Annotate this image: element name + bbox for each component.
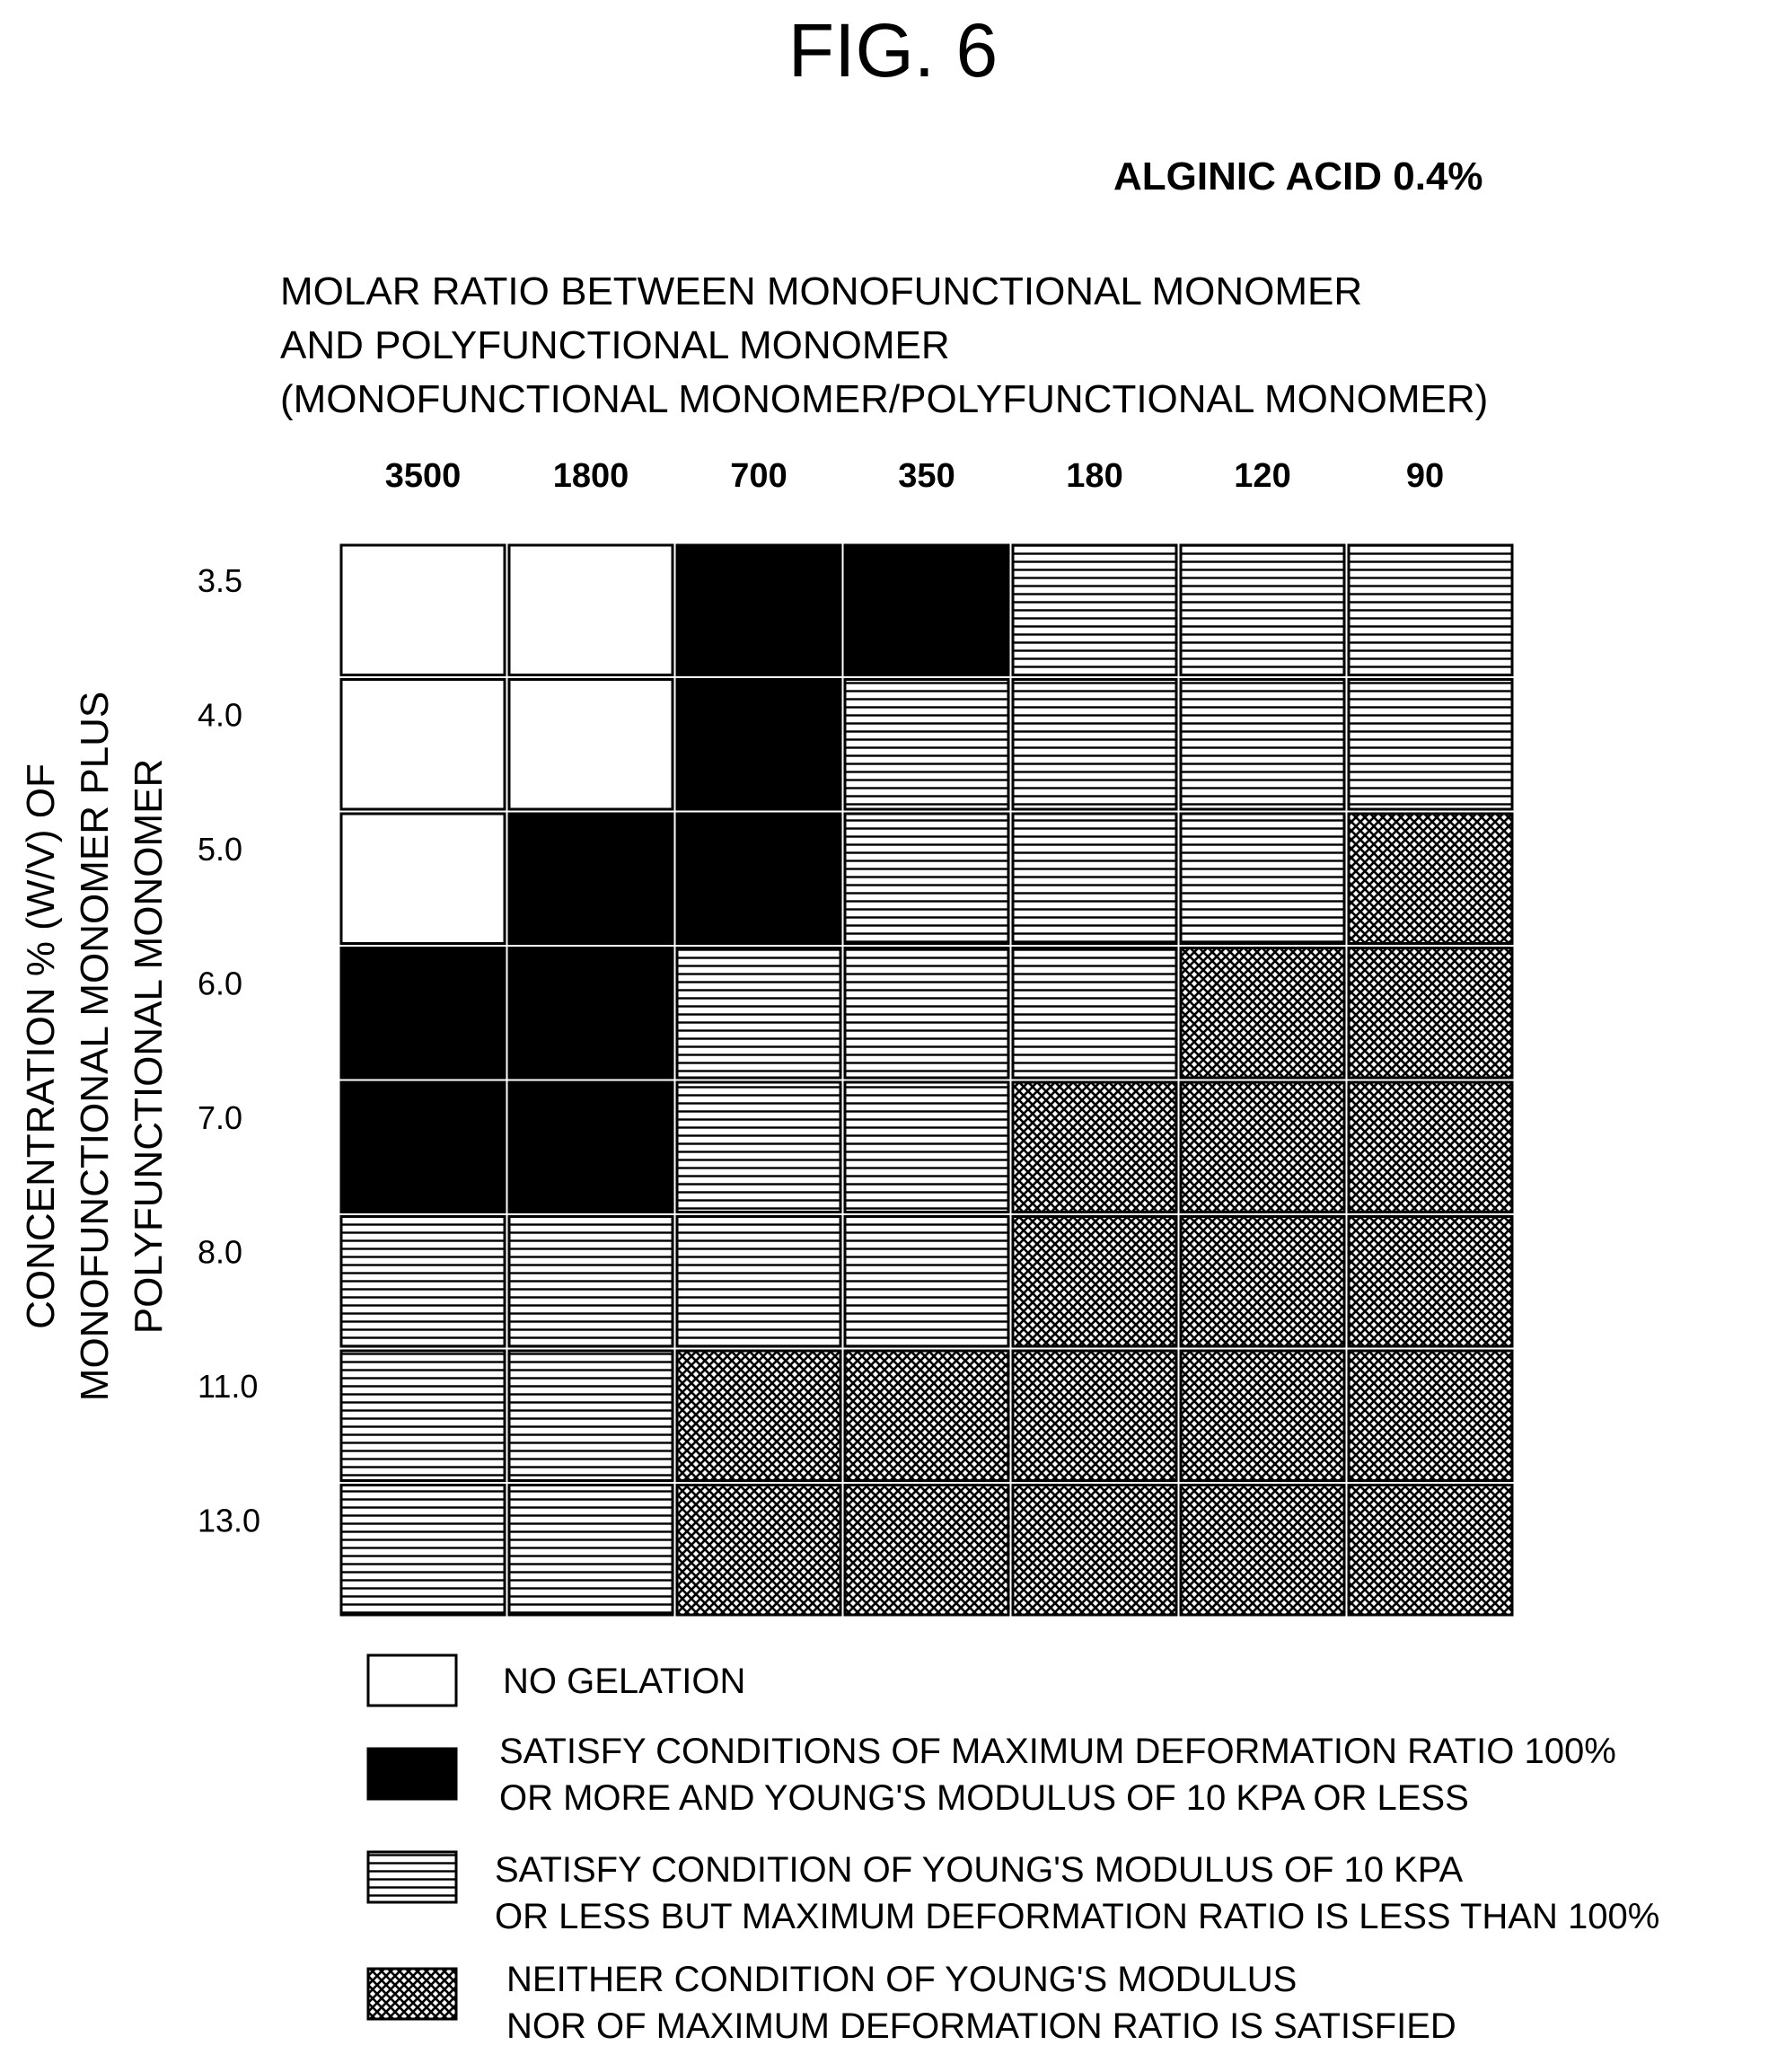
heatmap-cell-7.0-90 xyxy=(1347,1080,1514,1213)
heatmap-cell-6.0-120 xyxy=(1179,947,1346,1080)
heatmap-cell-11.0-180 xyxy=(1011,1349,1178,1482)
legend-text-line: SATISFY CONDITION OF YOUNG'S MODULUS OF … xyxy=(495,1850,1464,1890)
heatmap-cell-4.0-350 xyxy=(843,678,1010,811)
heatmap-cell-13.0-350 xyxy=(843,1484,1010,1617)
heatmap-cell-5.0-1800 xyxy=(507,812,674,945)
x-tick-label: 120 xyxy=(1234,457,1290,495)
heatmap-cell-5.0-180 xyxy=(1011,812,1178,945)
y-tick-label: 8.0 xyxy=(198,1234,242,1271)
heatmap-cell-7.0-350 xyxy=(843,1080,1010,1213)
heatmap-cell-7.0-1800 xyxy=(507,1080,674,1213)
heatmap-cell-8.0-3500 xyxy=(339,1215,506,1348)
heatmap-cell-5.0-120 xyxy=(1179,812,1346,945)
chart-subtitle: ALGINIC ACID 0.4% xyxy=(1113,154,1483,198)
heatmap-cell-4.0-1800 xyxy=(507,678,674,811)
heatmap-cell-6.0-1800 xyxy=(507,947,674,1080)
heatmap-cell-11.0-350 xyxy=(843,1349,1010,1482)
heatmap-cell-5.0-90 xyxy=(1347,812,1514,945)
heatmap-cell-6.0-90 xyxy=(1347,947,1514,1080)
legend-text-line: OR LESS BUT MAXIMUM DEFORMATION RATIO IS… xyxy=(495,1897,1660,1936)
heatmap-cell-13.0-90 xyxy=(1347,1484,1514,1617)
x-tick-label: 350 xyxy=(898,457,955,495)
legend-text-line: OR MORE AND YOUNG'S MODULUS OF 10 KPA OR… xyxy=(499,1778,1469,1818)
heatmap-cell-3.5-120 xyxy=(1179,543,1346,676)
heatmap-cell-8.0-180 xyxy=(1011,1215,1178,1348)
figure-title: FIG. 6 xyxy=(787,8,999,93)
heatmap-cell-4.0-90 xyxy=(1347,678,1514,811)
heatmap-cell-8.0-1800 xyxy=(507,1215,674,1348)
heatmap-cell-7.0-700 xyxy=(675,1080,842,1213)
x-axis-label-line-2: AND POLYFUNCTIONAL MONOMER xyxy=(280,323,950,367)
heatmap-cell-3.5-1800 xyxy=(507,543,674,676)
x-axis-label-line-1: MOLAR RATIO BETWEEN MONOFUNCTIONAL MONOM… xyxy=(280,269,1363,313)
legend-entry-neither: NEITHER CONDITION OF YOUNG'S MODULUS NOR … xyxy=(506,1956,1456,2050)
heatmap-cell-4.0-180 xyxy=(1011,678,1178,811)
legend-entry-young: SATISFY CONDITION OF YOUNG'S MODULUS OF … xyxy=(495,1847,1659,1940)
y-tick-label: 5.0 xyxy=(198,831,242,868)
heatmap-cell-7.0-120 xyxy=(1179,1080,1346,1213)
legend-text-line: NOR OF MAXIMUM DEFORMATION RATIO IS SATI… xyxy=(506,2006,1456,2046)
legend-swatch-neither xyxy=(366,1967,458,2021)
y-tick-label: 11.0 xyxy=(198,1368,258,1405)
heatmap-cell-3.5-3500 xyxy=(339,543,506,676)
legend-swatch-both xyxy=(366,1747,458,1801)
heatmap-cell-11.0-700 xyxy=(675,1349,842,1482)
heatmap-cell-6.0-700 xyxy=(675,947,842,1080)
heatmap-cell-13.0-180 xyxy=(1011,1484,1178,1617)
heatmap-cell-6.0-3500 xyxy=(339,947,506,1080)
heatmap-cell-13.0-120 xyxy=(1179,1484,1346,1617)
heatmap-cell-5.0-3500 xyxy=(339,812,506,945)
heatmap-cell-7.0-3500 xyxy=(339,1080,506,1213)
x-axis-label-line-3: (MONOFUNCTIONAL MONOMER/POLYFUNCTIONAL M… xyxy=(280,377,1489,421)
x-tick-label: 1800 xyxy=(553,457,629,495)
heatmap-cell-8.0-700 xyxy=(675,1215,842,1348)
heatmap-cell-3.5-700 xyxy=(675,543,842,676)
heatmap-cell-11.0-3500 xyxy=(339,1349,506,1482)
x-tick-label: 700 xyxy=(730,457,787,495)
heatmap-cell-11.0-90 xyxy=(1347,1349,1514,1482)
legend-swatch-none xyxy=(366,1653,458,1707)
heatmap-cell-5.0-350 xyxy=(843,812,1010,945)
legend-text-line: NO GELATION xyxy=(503,1662,746,1701)
heatmap-cell-8.0-120 xyxy=(1179,1215,1346,1348)
heatmap-cell-11.0-120 xyxy=(1179,1349,1346,1482)
y-tick-label: 4.0 xyxy=(198,697,242,734)
y-tick-label: 6.0 xyxy=(198,965,242,1002)
legend-text-line: NEITHER CONDITION OF YOUNG'S MODULUS xyxy=(506,1960,1298,1999)
y-tick-label: 3.5 xyxy=(198,562,242,599)
heatmap-cell-8.0-90 xyxy=(1347,1215,1514,1348)
heatmap-cell-4.0-120 xyxy=(1179,678,1346,811)
y-tick-label: 13.0 xyxy=(198,1503,260,1539)
heatmap-cell-4.0-3500 xyxy=(339,678,506,811)
x-tick-label: 90 xyxy=(1406,457,1444,495)
legend-entry-none: NO GELATION xyxy=(503,1658,745,1705)
heatmap-cell-7.0-180 xyxy=(1011,1080,1178,1213)
x-tick-label: 180 xyxy=(1066,457,1122,495)
legend-swatch-young xyxy=(366,1850,458,1904)
heatmap-cell-8.0-350 xyxy=(843,1215,1010,1348)
legend-text-line: SATISFY CONDITIONS OF MAXIMUM DEFORMATIO… xyxy=(499,1732,1616,1771)
legend-entry-both: SATISFY CONDITIONS OF MAXIMUM DEFORMATIO… xyxy=(499,1728,1616,1821)
heatmap-cell-3.5-180 xyxy=(1011,543,1178,676)
heatmap-cell-6.0-180 xyxy=(1011,947,1178,1080)
heatmap-cell-3.5-90 xyxy=(1347,543,1514,676)
heatmap-cell-11.0-1800 xyxy=(507,1349,674,1482)
heatmap-cell-4.0-700 xyxy=(675,678,842,811)
y-tick-label: 7.0 xyxy=(198,1099,242,1136)
heatmap-cell-13.0-700 xyxy=(675,1484,842,1617)
heatmap-cell-6.0-350 xyxy=(843,947,1010,1080)
heatmap-chart: 3500 1800 700 350 180 120 90 3.5 4.0 5.0 6.0 7.0 8.… xyxy=(198,457,1514,1617)
heatmap-cell-13.0-3500 xyxy=(339,1484,506,1617)
heatmap-cell-3.5-350 xyxy=(843,543,1010,676)
heatmap-cell-5.0-700 xyxy=(675,812,842,945)
x-tick-label: 3500 xyxy=(385,457,462,495)
heatmap-cell-13.0-1800 xyxy=(507,1484,674,1617)
